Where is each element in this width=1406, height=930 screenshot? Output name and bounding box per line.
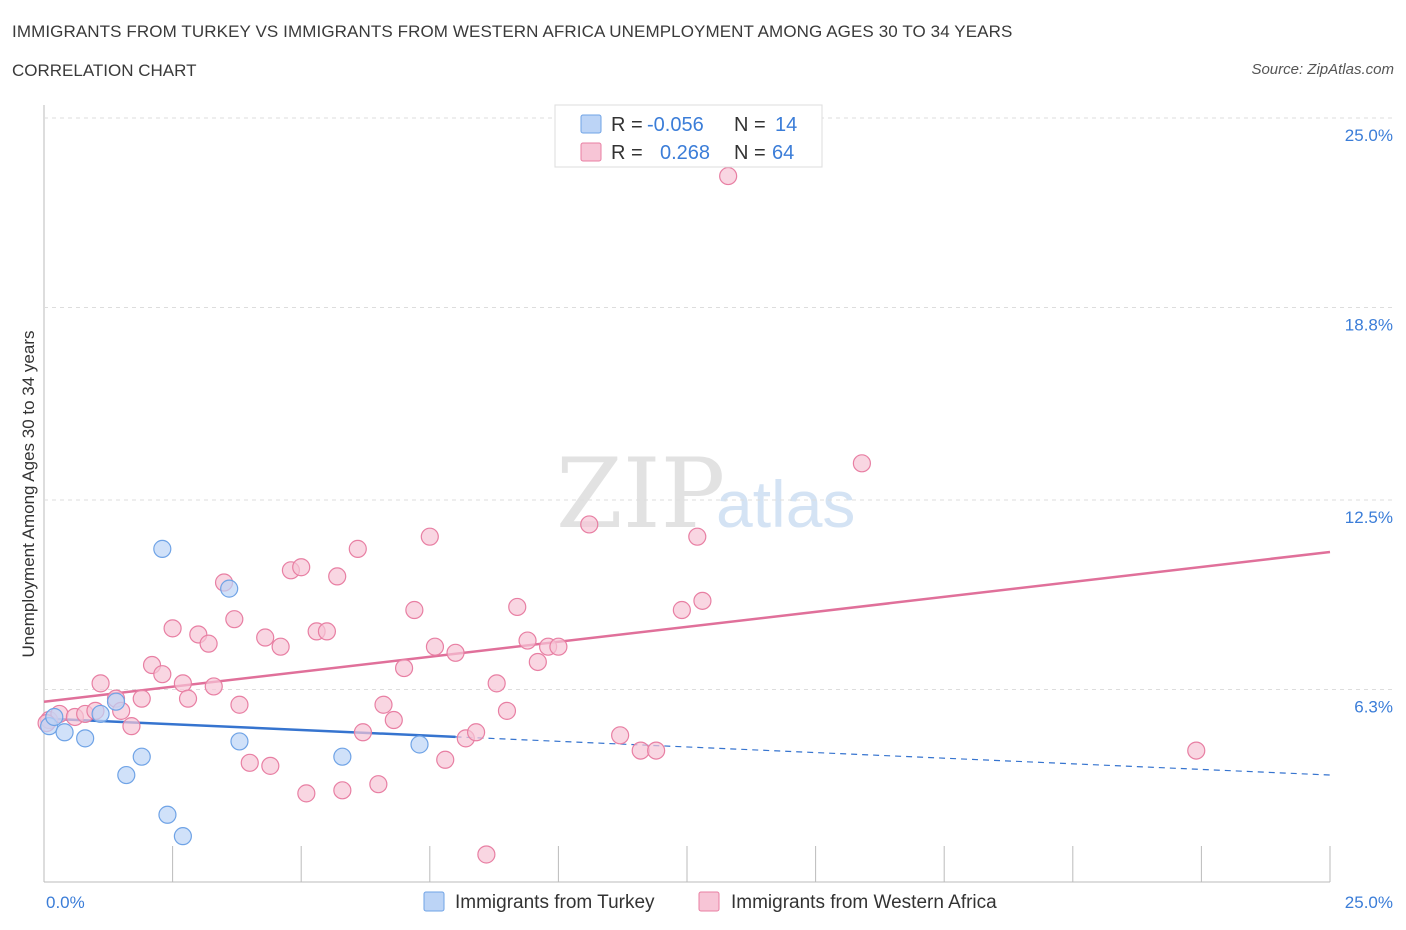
point-turkey bbox=[106, 692, 126, 711]
point-wafrica bbox=[405, 600, 424, 620]
point-wafrica bbox=[394, 658, 414, 678]
point-wafrica bbox=[374, 695, 393, 714]
point-wafrica bbox=[353, 723, 373, 742]
y-tick-label: 25.0% bbox=[1345, 126, 1393, 145]
point-wafrica bbox=[199, 634, 218, 653]
bottom-legend-swatch-wafrica bbox=[698, 891, 720, 912]
point-wafrica bbox=[369, 775, 388, 794]
point-wafrica bbox=[647, 741, 666, 760]
point-turkey bbox=[230, 732, 249, 751]
point-wafrica bbox=[1187, 741, 1206, 760]
point-wafrica bbox=[528, 652, 547, 672]
point-wafrica bbox=[688, 527, 707, 546]
y-tick-label: 12.5% bbox=[1345, 508, 1393, 527]
trendline-turkey-extension bbox=[455, 736, 1331, 776]
point-wafrica bbox=[852, 454, 871, 473]
legend-r-label-wafrica: R = bbox=[611, 142, 643, 164]
legend-r-value-wafrica: 0.268 bbox=[660, 142, 710, 164]
point-wafrica bbox=[549, 637, 568, 656]
point-wafrica bbox=[163, 619, 182, 638]
legend-n-label-wafrica: N = bbox=[734, 142, 766, 164]
point-wafrica bbox=[132, 689, 151, 708]
bottom-legend-swatch-turkey bbox=[423, 891, 445, 912]
legend-n-value-wafrica: 64 bbox=[772, 142, 794, 164]
point-wafrica bbox=[477, 845, 496, 864]
point-wafrica bbox=[173, 674, 192, 693]
point-wafrica bbox=[436, 750, 455, 769]
point-turkey bbox=[333, 747, 352, 766]
point-wafrica bbox=[328, 567, 347, 586]
x-tick-label-min: 0.0% bbox=[46, 893, 85, 912]
point-wafrica bbox=[466, 723, 486, 742]
point-wafrica bbox=[230, 695, 249, 714]
point-wafrica bbox=[446, 643, 465, 662]
point-wafrica bbox=[631, 741, 650, 760]
point-wafrica bbox=[518, 631, 537, 650]
point-turkey bbox=[91, 704, 110, 724]
point-wafrica bbox=[672, 600, 691, 620]
point-wafrica bbox=[256, 628, 275, 647]
point-wafrica bbox=[122, 717, 141, 736]
point-wafrica bbox=[178, 689, 198, 708]
point-turkey bbox=[117, 765, 136, 785]
point-wafrica bbox=[719, 166, 738, 186]
point-turkey bbox=[153, 539, 172, 558]
point-wafrica bbox=[425, 637, 445, 656]
point-wafrica bbox=[693, 591, 712, 610]
y-axis-label: Unemployment Among Ages 30 to 34 years bbox=[19, 331, 38, 658]
point-wafrica bbox=[261, 756, 280, 775]
point-turkey bbox=[76, 729, 95, 748]
point-wafrica bbox=[91, 674, 110, 693]
bottom-legend-label-wafrica: Immigrants from Western Africa bbox=[731, 892, 997, 913]
point-wafrica bbox=[240, 753, 259, 772]
legend-swatch-wafrica bbox=[580, 142, 602, 162]
point-wafrica bbox=[297, 784, 316, 803]
legend-swatch-turkey bbox=[580, 114, 602, 134]
point-wafrica bbox=[497, 701, 517, 720]
point-wafrica bbox=[333, 781, 352, 800]
source-credit: Source: ZipAtlas.com bbox=[1251, 61, 1394, 78]
y-tick-label: 6.3% bbox=[1354, 697, 1393, 716]
point-wafrica bbox=[508, 597, 527, 617]
legend-r-value-turkey: -0.056 bbox=[647, 114, 704, 136]
point-turkey bbox=[410, 735, 429, 754]
point-wafrica bbox=[153, 665, 172, 684]
point-wafrica bbox=[580, 515, 599, 534]
chart-title: IMMIGRANTS FROM TURKEY VS IMMIGRANTS FRO… bbox=[12, 22, 1013, 41]
bottom-legend-label-turkey: Immigrants from Turkey bbox=[455, 892, 655, 913]
point-turkey bbox=[220, 579, 239, 598]
legend-n-label-turkey: N = bbox=[734, 114, 766, 136]
point-wafrica bbox=[317, 622, 337, 641]
point-turkey bbox=[45, 707, 64, 727]
point-turkey bbox=[173, 827, 192, 846]
bottom-legend: Immigrants from Turkey Immigrants from W… bbox=[423, 891, 997, 913]
point-turkey bbox=[158, 805, 177, 824]
trendline-wafrica bbox=[43, 550, 1331, 703]
point-wafrica bbox=[384, 710, 403, 730]
point-wafrica bbox=[225, 610, 244, 629]
legend-r-label-turkey: R = bbox=[611, 114, 643, 136]
point-turkey bbox=[55, 723, 74, 742]
trendline-turkey bbox=[43, 717, 456, 739]
y-tick-label: 18.8% bbox=[1345, 315, 1393, 334]
legend-n-value-turkey: 14 bbox=[775, 114, 797, 136]
chart-subtitle: CORRELATION CHART bbox=[12, 61, 197, 80]
point-turkey bbox=[132, 747, 151, 766]
point-wafrica bbox=[420, 527, 439, 546]
point-wafrica bbox=[271, 637, 290, 656]
watermark-atlas: atlas bbox=[716, 467, 855, 541]
point-wafrica bbox=[348, 539, 367, 558]
point-wafrica bbox=[292, 558, 311, 577]
x-tick-label-max: 25.0% bbox=[1345, 893, 1393, 912]
point-wafrica bbox=[204, 677, 223, 696]
legend-box: R = -0.056 N = 14 R = 0.268 N = 64 bbox=[554, 104, 823, 168]
point-wafrica bbox=[487, 674, 506, 693]
point-wafrica bbox=[611, 726, 630, 745]
